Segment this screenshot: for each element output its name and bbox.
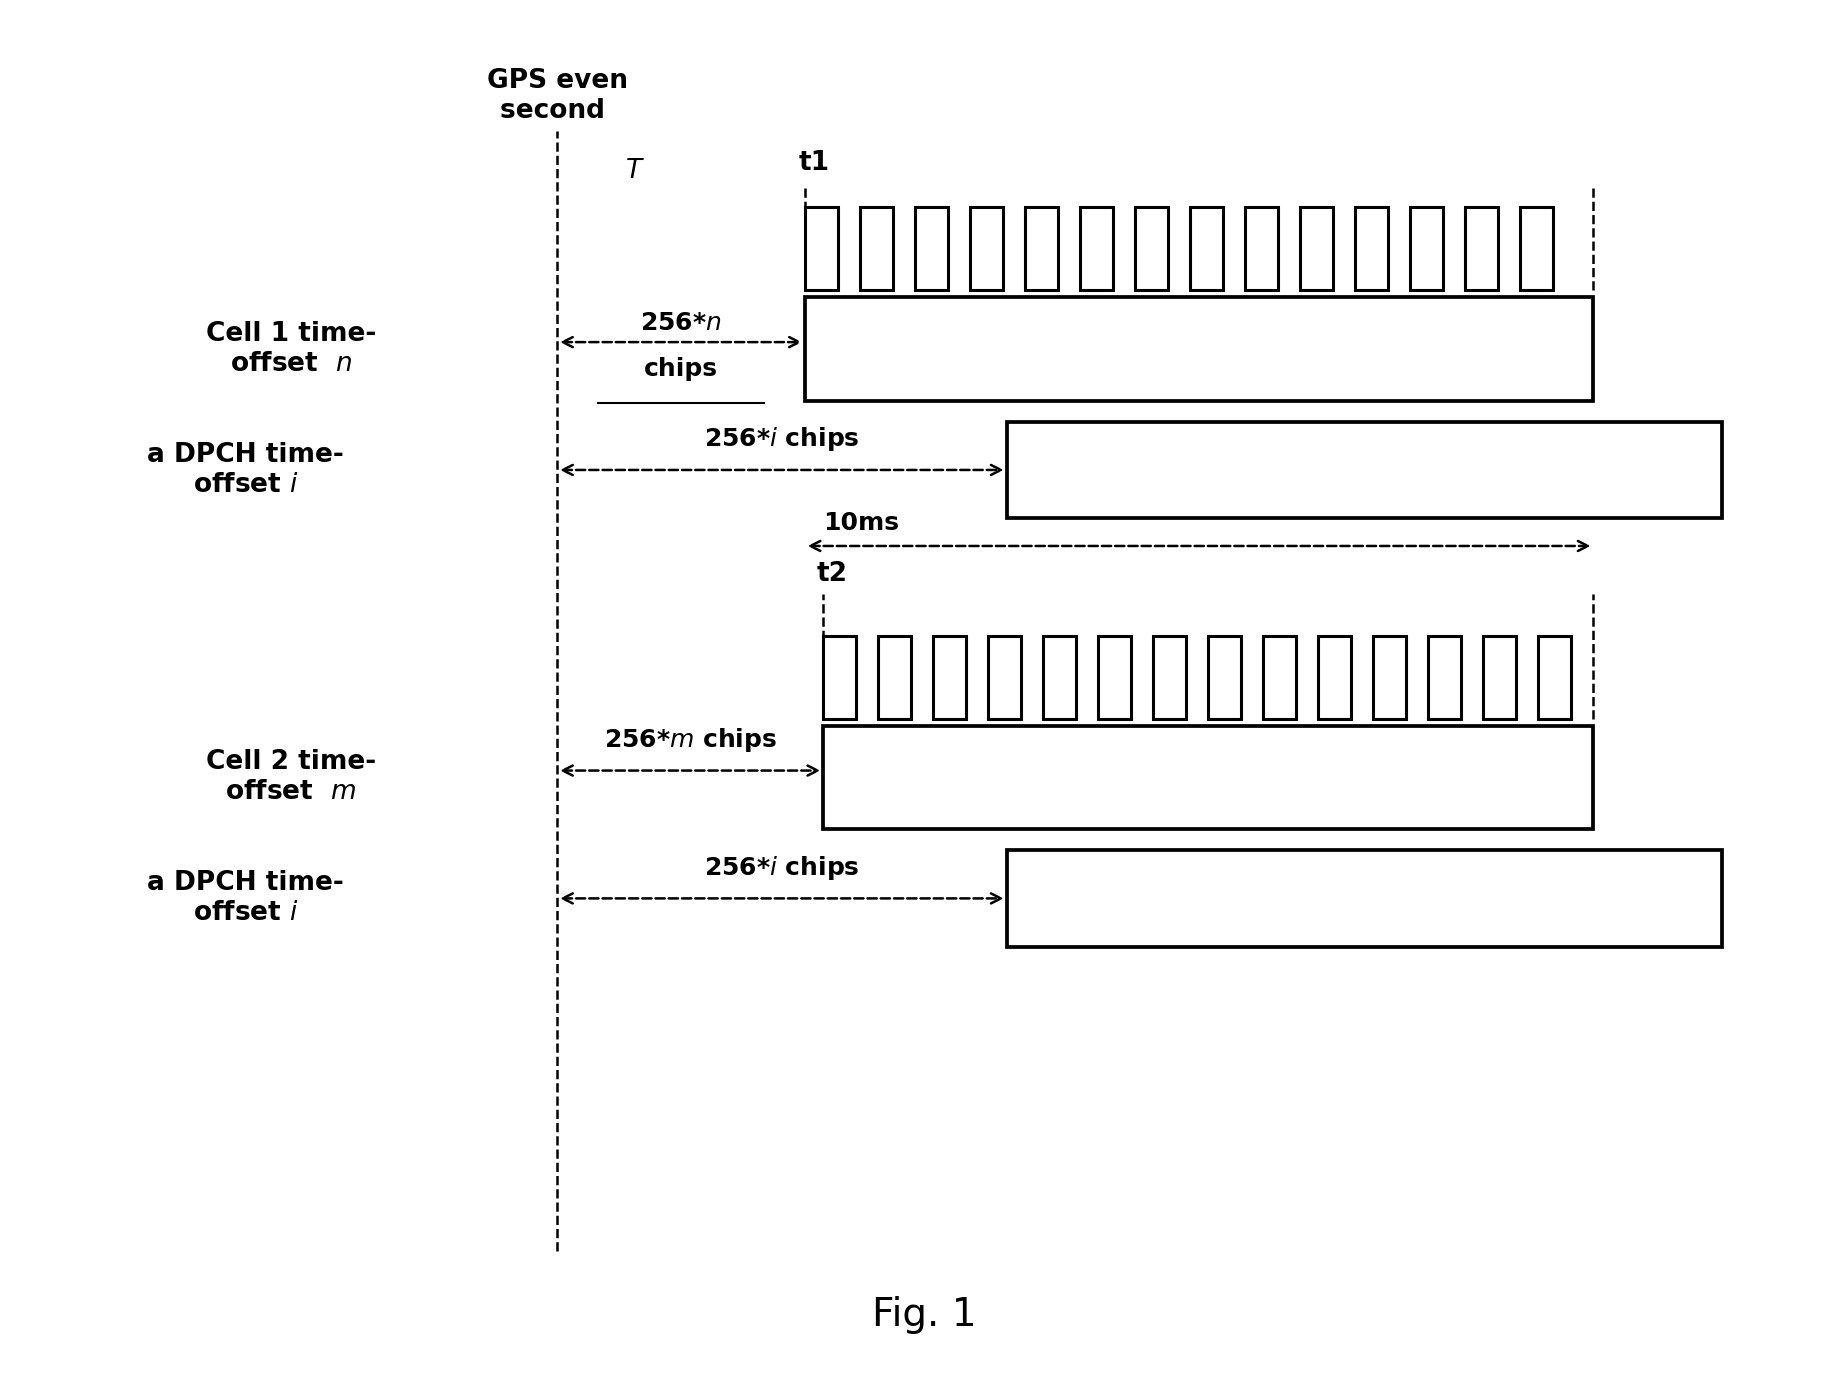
Text: 256*$i$ chips: 256*$i$ chips: [704, 426, 859, 454]
Bar: [1044, 635, 1076, 719]
Text: 256*$n$: 256*$n$: [639, 311, 723, 335]
Bar: [1521, 208, 1552, 290]
Bar: [822, 635, 856, 719]
Text: CPICH: CPICH: [1157, 764, 1260, 792]
Text: 256*$i$ chips: 256*$i$ chips: [704, 854, 859, 882]
Bar: [1299, 208, 1332, 290]
Bar: [1318, 635, 1351, 719]
Bar: [1410, 208, 1443, 290]
Bar: [822, 726, 1593, 829]
Bar: [933, 635, 967, 719]
Text: GPS even
second: GPS even second: [486, 68, 628, 124]
Text: t1: t1: [798, 149, 830, 176]
Text: a DPCH time-
offset $i$: a DPCH time- offset $i$: [148, 871, 344, 927]
Bar: [1190, 208, 1223, 290]
Bar: [1135, 208, 1168, 290]
Bar: [1264, 635, 1295, 719]
Bar: [1153, 635, 1186, 719]
Bar: [1465, 208, 1499, 290]
Bar: [1373, 635, 1406, 719]
Bar: [804, 208, 837, 290]
Bar: [1026, 208, 1057, 290]
Bar: [970, 208, 1003, 290]
Text: t2: t2: [817, 561, 848, 588]
Bar: [1209, 635, 1242, 719]
Bar: [878, 635, 911, 719]
Text: CPICH: CPICH: [1148, 335, 1251, 363]
Text: DPCH: DPCH: [1316, 455, 1412, 484]
Bar: [1246, 208, 1279, 290]
Bar: [859, 208, 893, 290]
Text: 10ms: 10ms: [822, 511, 900, 535]
Bar: [989, 635, 1022, 719]
Bar: [1538, 635, 1571, 719]
Text: a DPCH time-
offset $i$: a DPCH time- offset $i$: [148, 443, 344, 498]
Bar: [804, 297, 1593, 401]
Bar: [1007, 422, 1722, 518]
Text: chips: chips: [643, 357, 719, 381]
Bar: [1007, 850, 1722, 946]
Text: 256*$m$ chips: 256*$m$ chips: [604, 726, 776, 754]
Text: Cell 1 time-
offset  $n$: Cell 1 time- offset $n$: [207, 321, 377, 377]
Bar: [1484, 635, 1517, 719]
Text: Cell 2 time-
offset  $m$: Cell 2 time- offset $m$: [207, 750, 377, 805]
Text: DPCH: DPCH: [1316, 884, 1412, 913]
Bar: [1429, 635, 1462, 719]
Bar: [1098, 635, 1131, 719]
Bar: [915, 208, 948, 290]
Bar: [1355, 208, 1388, 290]
Text: $T$: $T$: [625, 158, 645, 184]
Text: Fig. 1: Fig. 1: [872, 1295, 976, 1333]
Bar: [1079, 208, 1112, 290]
